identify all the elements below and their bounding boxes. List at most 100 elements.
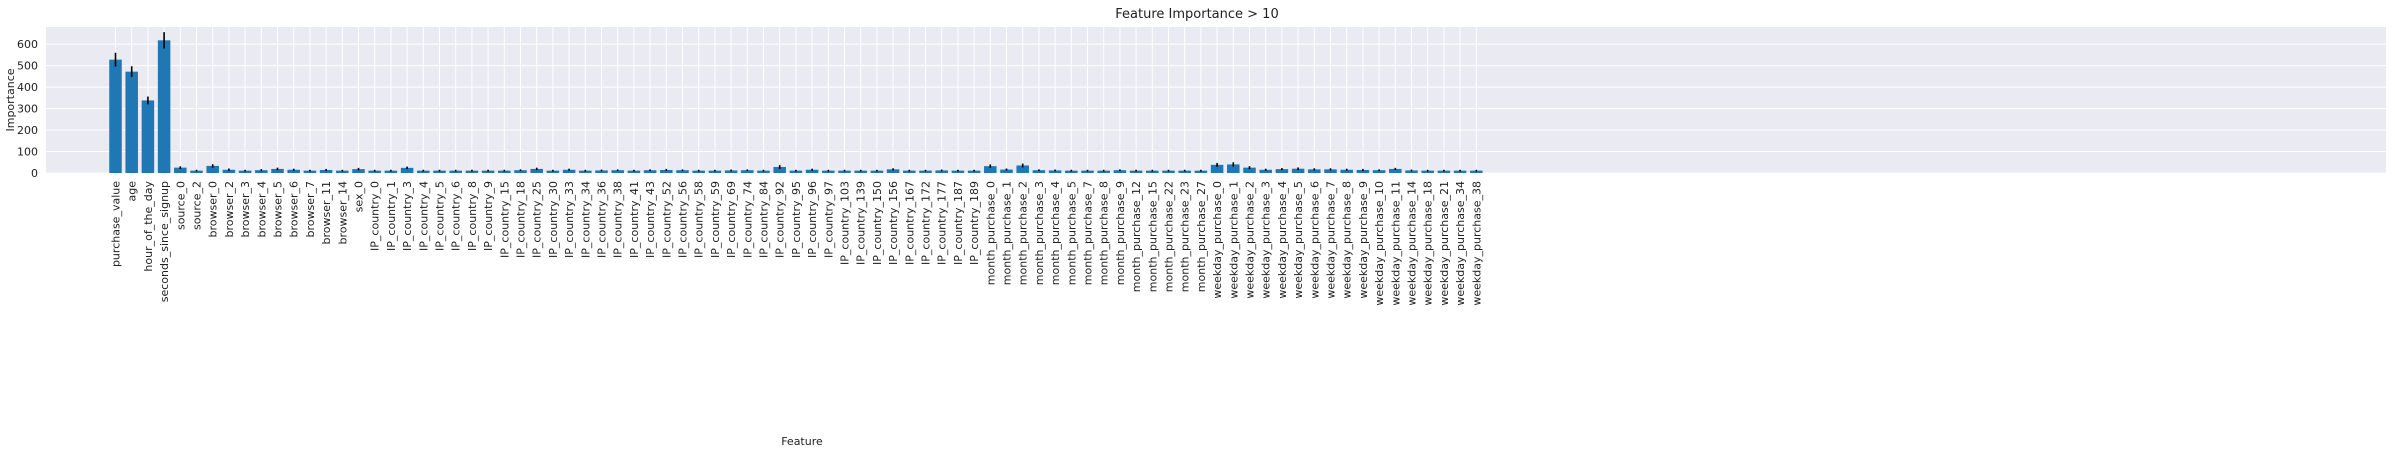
x-tick-label: month_purchase_27	[1195, 181, 1208, 292]
x-tick-label: IP_country_3	[401, 181, 414, 251]
bar-browser_5	[271, 168, 284, 173]
bar-IP_country_18	[514, 170, 527, 173]
x-tick-label: IP_country_41	[628, 181, 641, 258]
x-tick-label: IP_country_43	[644, 181, 657, 258]
bar-IP_country_5	[433, 170, 446, 173]
x-tick-label: weekday_purchase_10	[1373, 181, 1386, 306]
bar-weekday_purchase_7	[1324, 169, 1337, 173]
x-tick-label: month_purchase_2	[1017, 181, 1030, 285]
bar-IP_country_41	[627, 170, 641, 173]
x-tick-label: weekday_purchase_14	[1406, 181, 1419, 306]
bar-browser_4	[255, 170, 268, 173]
x-tick-label: IP_country_6	[450, 181, 463, 251]
bar-month_purchase_9	[1113, 170, 1127, 173]
x-tick-label: IP_country_1	[385, 181, 398, 251]
x-tick-label: weekday_purchase_3	[1260, 181, 1273, 299]
x-tick-label: month_purchase_0	[984, 181, 997, 285]
x-tick-label: IP_country_18	[515, 181, 528, 258]
x-tick-label: weekday_purchase_18	[1422, 181, 1435, 306]
bar-browser_11	[319, 169, 333, 173]
x-tick-label: weekday_purchase_1	[1227, 181, 1240, 299]
y-tick-label: 0	[31, 167, 38, 180]
bar-IP_country_97	[822, 170, 835, 173]
x-tick-label: browser_7	[304, 181, 317, 238]
x-tick-label: IP_country_34	[579, 181, 592, 258]
x-tick-label: IP_country_167	[903, 181, 916, 265]
x-tick-label: IP_country_30	[547, 181, 560, 258]
x-tick-label: IP_country_36	[596, 181, 609, 258]
bar-IP_country_59	[708, 170, 722, 173]
x-tick-label: browser_4	[255, 181, 268, 238]
x-tick-label: IP_country_150	[871, 181, 884, 265]
bar-month_purchase_12	[1129, 170, 1143, 173]
x-tick-label: IP_country_5	[434, 181, 447, 251]
x-axis: purchase_value age hour_of_the_day seconds_…	[110, 181, 1484, 306]
x-tick-label: month_purchase_9	[1114, 181, 1127, 285]
y-tick-label: 600	[17, 38, 38, 51]
x-tick-label: weekday_purchase_8	[1341, 181, 1354, 299]
x-tick-label: IP_country_56	[677, 181, 690, 258]
bar-source_2	[190, 170, 203, 173]
x-tick-label: month_purchase_22	[1163, 181, 1176, 292]
x-tick-label: IP_country_9	[482, 181, 495, 251]
bar-IP_country_52	[660, 169, 673, 173]
bar-purchase_value	[109, 59, 122, 173]
bar-IP_country_96	[805, 169, 819, 173]
x-tick-label: IP_country_33	[563, 181, 576, 258]
bar-sex_0	[352, 169, 365, 173]
bar-month_purchase_2	[1016, 165, 1029, 173]
bar-browser_0	[206, 165, 219, 173]
plot-area	[46, 27, 2386, 173]
bar-month_purchase_8	[1097, 170, 1110, 173]
x-tick-label: hour_of_the_day	[142, 181, 155, 272]
bar-IP_country_92	[773, 166, 786, 173]
x-tick-label: weekday_purchase_2	[1244, 181, 1257, 299]
bars	[109, 32, 1483, 173]
bar-weekday_purchase_14	[1405, 170, 1418, 173]
bar-IP_country_33	[562, 169, 576, 173]
x-tick-label: weekday_purchase_21	[1438, 181, 1451, 306]
y-tick-label: 300	[17, 103, 38, 116]
bar-weekday_purchase_1	[1227, 164, 1240, 173]
bar-weekday_purchase_18	[1421, 170, 1434, 173]
x-tick-label: weekday_purchase_5	[1292, 181, 1305, 299]
bar-browser_6	[287, 169, 300, 173]
x-tick-label: browser_6	[288, 181, 301, 238]
bar-IP_country_30	[546, 170, 560, 173]
x-tick-label: weekday_purchase_0	[1211, 181, 1224, 299]
x-tick-label: month_purchase_7	[1082, 181, 1095, 285]
bar-IP_country_15	[498, 170, 511, 173]
x-tick-label: source_0	[174, 181, 187, 230]
bar-browser_2	[222, 169, 236, 173]
x-tick-label: weekday_purchase_38	[1470, 181, 1483, 306]
bar-month_purchase_3	[1032, 170, 1046, 173]
x-tick-label: browser_0	[207, 181, 220, 238]
bar-weekday_purchase_21	[1437, 170, 1451, 173]
x-tick-label: IP_country_74	[741, 181, 754, 258]
x-tick-label: weekday_purchase_34	[1454, 181, 1467, 306]
bar-hour_of_the_day	[141, 100, 155, 173]
bar-weekday_purchase_10	[1372, 170, 1386, 173]
bar-IP_country_56	[676, 170, 689, 173]
bar-weekday_purchase_5	[1291, 168, 1305, 173]
x-tick-label: sex_0	[353, 181, 366, 212]
chart-title: Feature Importance > 10	[1115, 7, 1278, 22]
bar-weekday_purchase_3	[1259, 169, 1272, 173]
bar-weekday_purchase_4	[1275, 169, 1289, 173]
x-tick-label: weekday_purchase_4	[1276, 181, 1289, 299]
bar-browser_14	[336, 170, 349, 173]
x-tick-label: IP_country_95	[790, 181, 803, 258]
bar-IP_country_4	[417, 170, 430, 173]
x-tick-label: IP_country_172	[920, 181, 933, 265]
bar-IP_country_172	[919, 170, 932, 173]
bar-IP_country_95	[789, 170, 803, 173]
bar-IP_country_38	[611, 170, 624, 173]
bar-IP_country_1	[384, 170, 398, 173]
bar-IP_country_189	[967, 170, 981, 173]
x-tick-label: IP_country_58	[693, 181, 706, 258]
x-tick-label: IP_country_84	[758, 181, 771, 258]
bar-weekday_purchase_9	[1356, 169, 1370, 173]
bar-month_purchase_15	[1146, 170, 1159, 173]
x-tick-label: IP_country_0	[369, 181, 382, 251]
bar-IP_country_156	[886, 169, 900, 173]
